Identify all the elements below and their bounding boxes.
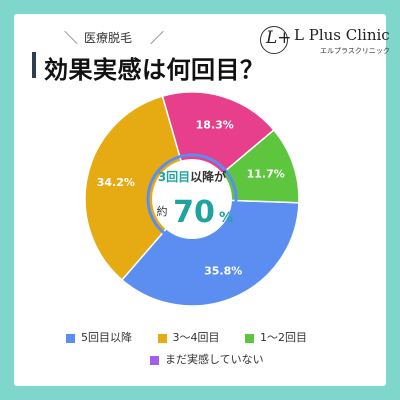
slash-right: ／ [150,31,164,47]
center-ring [146,153,238,245]
logo-mark: L+ [260,26,292,54]
tag: ＼ 医療脱毛 ／ [14,28,224,47]
center-line1: 3回目以降が [158,169,226,184]
logo-subtitle: エルプラスクリニック [320,47,390,55]
legend-swatch [157,333,167,343]
center-unit: % [219,210,233,226]
slice-value-label: 34.2% [97,176,135,189]
center-prefix: 約 [157,204,168,218]
legend-item: 1〜2回目 [245,329,307,345]
clinic-logo: L+ L Plus Clinic エルプラスクリニック [260,22,390,62]
slice-value-label: 35.8% [204,264,242,277]
legend-swatch [245,333,254,343]
legend-item: 5回目以降 [66,329,132,345]
center-big-number: 70 [173,195,215,230]
tag-label: 医療脱毛 [84,31,133,45]
title-accent-bar [32,52,36,78]
slice-value-label: 18.3% [196,118,234,131]
slash-left: ＼ [64,31,78,47]
center-disc [152,159,232,239]
pie-slice [120,198,300,307]
legend-swatch [150,355,159,365]
pie-slice [84,95,193,281]
page-title: 効果実感は何回目？ [44,56,265,84]
card: ＼ 医療脱毛 ／ 効果実感は何回目？ L+ L Plus Clinic エルプラ… [14,14,390,386]
legend-swatch [66,333,75,343]
legend-row-2: まだ実感していない [150,351,286,367]
logo-name: L Plus Clinic [294,26,390,44]
legend-row-1: 5回目以降 3〜4回目 1〜2回目 [66,329,329,345]
slice-value-label: 11.7% [247,168,285,181]
legend-item: 3〜4回目 [157,329,220,345]
legend-item: まだ実感していない [150,351,264,367]
